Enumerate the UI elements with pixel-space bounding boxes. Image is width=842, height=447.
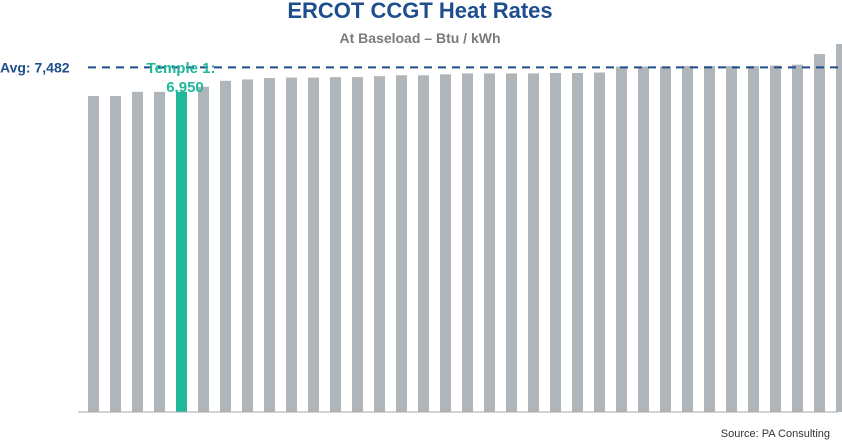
bar bbox=[242, 79, 253, 413]
average-label: Avg: 7,482 bbox=[0, 59, 70, 75]
highlight-bar-label-value: 6,950 bbox=[166, 79, 204, 96]
bar bbox=[792, 64, 803, 412]
bar-series bbox=[88, 43, 842, 413]
source-note: Source: PA Consulting bbox=[721, 428, 830, 440]
bar bbox=[440, 74, 451, 412]
bar bbox=[748, 66, 759, 412]
chart-subtitle: At Baseload – Btu / kWh bbox=[339, 30, 500, 46]
bar bbox=[352, 77, 363, 413]
bar bbox=[286, 77, 297, 413]
bar bbox=[550, 72, 561, 413]
bar bbox=[594, 72, 605, 412]
bar bbox=[506, 73, 517, 412]
bar bbox=[462, 73, 473, 412]
bar bbox=[638, 66, 649, 413]
bar bbox=[88, 95, 99, 412]
bar bbox=[132, 91, 143, 412]
highlight-bar-label-name: Temple 1: bbox=[147, 60, 216, 77]
bar bbox=[330, 77, 341, 413]
chart-title: ERCOT CCGT Heat Rates bbox=[287, 0, 552, 23]
bar bbox=[726, 66, 737, 412]
bar bbox=[110, 95, 121, 412]
bar-highlight-temple-1 bbox=[176, 91, 187, 412]
bar bbox=[418, 75, 429, 413]
bar bbox=[396, 75, 407, 413]
bar bbox=[484, 73, 495, 412]
bar bbox=[308, 77, 319, 413]
bar bbox=[220, 80, 231, 412]
bar bbox=[814, 54, 825, 413]
bar bbox=[264, 78, 275, 412]
bar bbox=[154, 91, 165, 412]
bar bbox=[572, 72, 583, 413]
bar bbox=[836, 43, 842, 412]
bar bbox=[682, 66, 693, 412]
bar bbox=[704, 66, 715, 412]
bar bbox=[374, 76, 385, 413]
bar bbox=[660, 66, 671, 413]
bar bbox=[198, 86, 209, 412]
bar bbox=[770, 65, 781, 412]
bar bbox=[528, 73, 539, 412]
bar bbox=[616, 66, 627, 413]
